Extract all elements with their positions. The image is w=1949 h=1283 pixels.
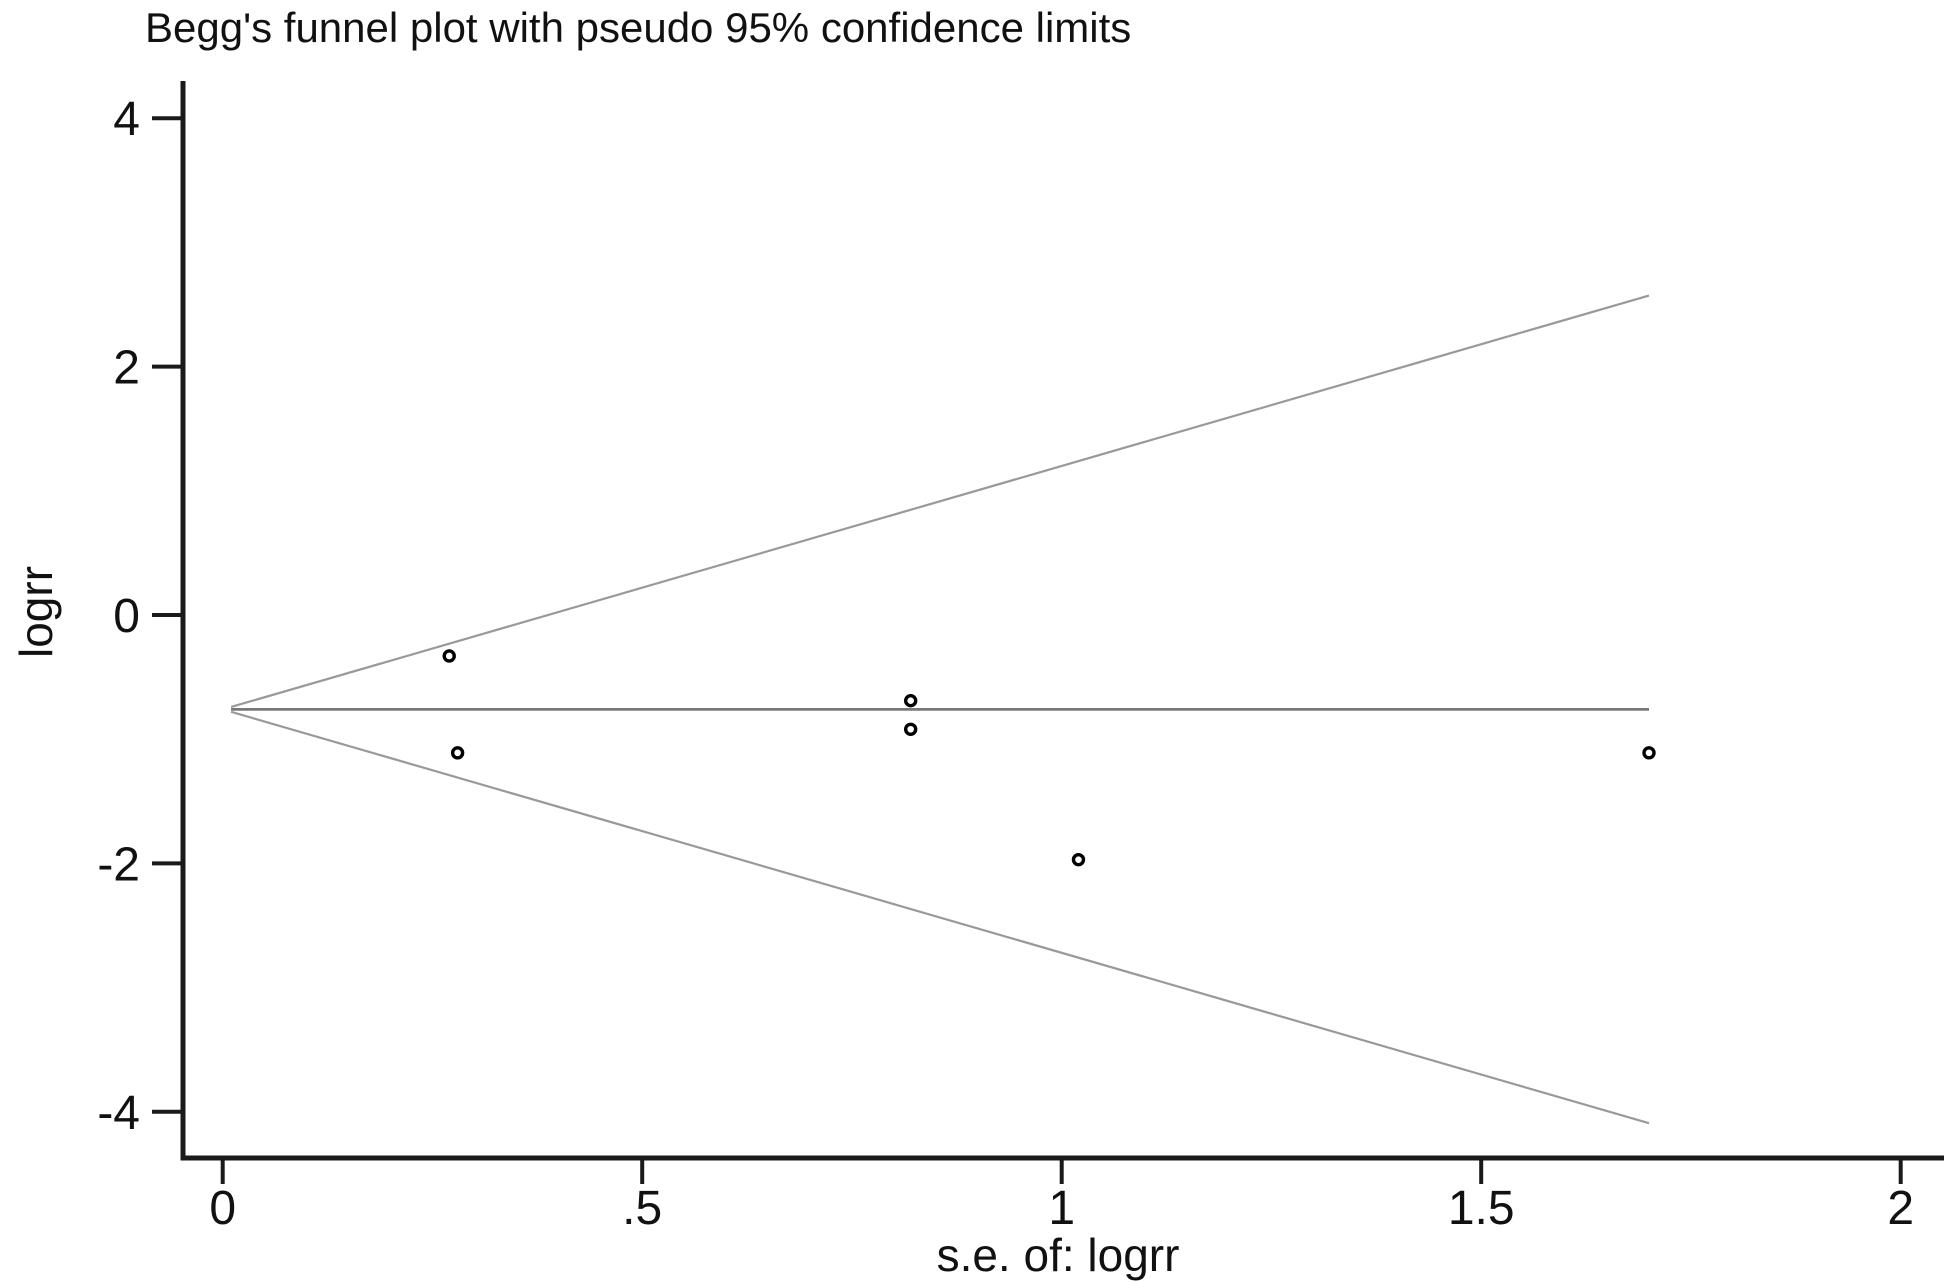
x-tick-label: 1: [1048, 1182, 1075, 1235]
chart-title: Begg's funnel plot with pseudo 95% confi…: [145, 4, 1132, 51]
y-tick-label: 0: [113, 590, 140, 643]
x-tick-label: 2: [1887, 1182, 1914, 1235]
data-point-marker: [1642, 746, 1656, 760]
y-tick-label: 2: [113, 342, 140, 395]
data-point-marker: [903, 693, 918, 708]
lower-confidence-limit-line: [230, 710, 1650, 1125]
y-tick-label: -4: [97, 1087, 140, 1140]
data-point-marker: [1071, 852, 1086, 867]
upper-confidence-limit-line: [230, 294, 1650, 709]
y-tick-label: -2: [97, 838, 140, 891]
x-axis-label: s.e. of: logrr: [936, 1229, 1180, 1281]
data-point-marker: [903, 722, 918, 736]
x-tick-label: .5: [622, 1182, 662, 1235]
x-tick-label: 0: [209, 1182, 236, 1235]
y-tick-label: 4: [113, 93, 140, 146]
data-point-marker: [442, 649, 456, 663]
data-point-marker: [450, 746, 465, 760]
x-tick-label: 1.5: [1448, 1182, 1515, 1235]
